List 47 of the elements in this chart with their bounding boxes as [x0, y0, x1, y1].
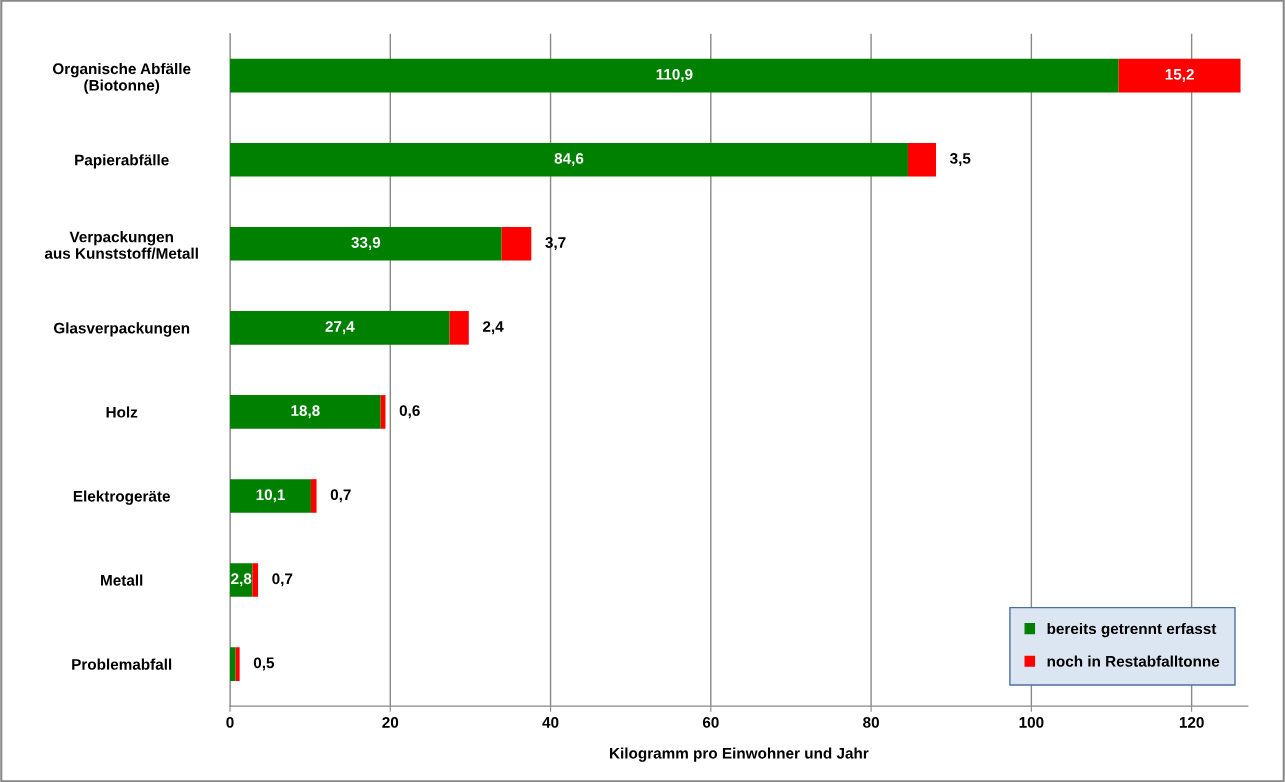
y-tick-label: Glasverpackungen — [53, 322, 190, 337]
data-label: 3,5 — [949, 153, 971, 167]
data-label: 2,8 — [231, 573, 252, 587]
bar — [230, 142, 908, 177]
x-tick-label: 20 — [382, 716, 399, 728]
bar — [230, 58, 1119, 93]
data-label: 27,4 — [325, 321, 355, 335]
y-tick-label: Organische Abfälle (Biotonne) — [52, 62, 191, 94]
data-label: 0,7 — [330, 489, 351, 503]
data-label: 3,7 — [545, 237, 566, 251]
x-tick-label: 0 — [226, 716, 234, 728]
x-tick-label: 100 — [1019, 716, 1044, 728]
x-tick-label: 60 — [702, 716, 719, 728]
bar — [501, 226, 532, 261]
data-label: 110,9 — [656, 68, 693, 82]
x-tick-label: 80 — [863, 716, 879, 728]
x-tick-label: 120 — [1179, 716, 1204, 728]
bar — [1118, 58, 1241, 93]
bar — [230, 647, 236, 681]
bar — [449, 311, 469, 345]
bar — [230, 479, 311, 513]
bar — [230, 226, 502, 261]
data-label: 84,6 — [554, 153, 584, 167]
x-tick-label: 40 — [542, 716, 559, 728]
y-tick-label: Papierabfälle — [75, 154, 169, 169]
y-tick-label: Verpackungen aus Kunststoff/Metall — [44, 231, 198, 259]
bar — [310, 479, 317, 513]
bar — [252, 563, 259, 597]
data-label: 15,2 — [1165, 68, 1194, 82]
bar — [230, 395, 381, 429]
bar — [907, 142, 937, 177]
data-label: 0,7 — [272, 573, 293, 587]
data-label: 33,9 — [351, 237, 381, 251]
y-tick-label: Elektrogeräte — [73, 490, 170, 505]
y-tick-label: Holz — [106, 406, 138, 418]
data-label: 2,4 — [482, 321, 504, 335]
data-label: 10,1 — [256, 489, 285, 503]
legend-label: noch in Restabfalltonne — [1047, 655, 1220, 667]
data-label: 0,6 — [399, 405, 420, 419]
y-tick-label: Metall — [101, 574, 143, 586]
y-tick-label: Problemabfall — [72, 658, 172, 670]
legend-label: bereits getrennt erfasst — [1047, 622, 1217, 638]
x-axis-title: Kilogramm pro Einwohner und Jahr — [610, 747, 869, 762]
bar — [235, 647, 240, 681]
data-label: 0,5 — [253, 657, 275, 671]
data-label: 18,8 — [291, 405, 320, 419]
bar — [230, 311, 450, 345]
